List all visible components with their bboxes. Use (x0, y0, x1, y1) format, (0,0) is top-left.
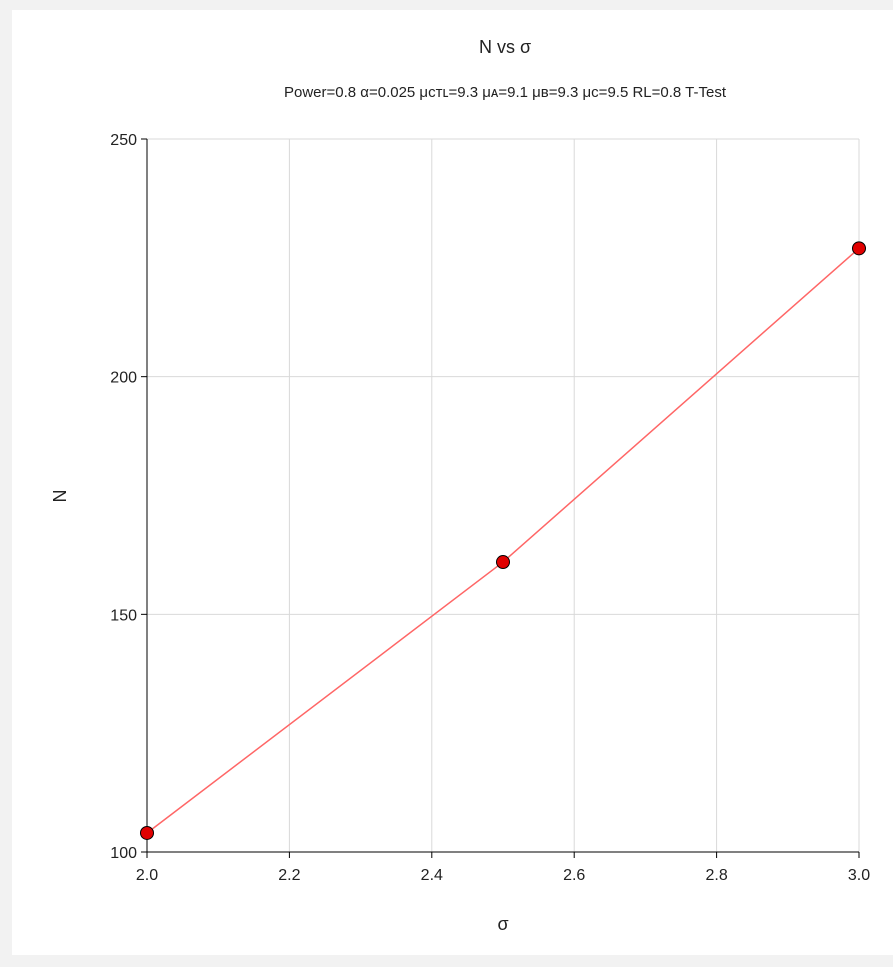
x-tick-label: 2.4 (421, 867, 443, 884)
series-layer (140, 241, 866, 840)
chart-title: N vs σ (479, 37, 531, 57)
y-axis-label: N (50, 490, 70, 503)
x-tick-label: 2.8 (705, 867, 727, 884)
y-tick-label: 150 (110, 607, 137, 624)
tick-labels: 2.0 2.2 2.4 2.6 2.8 3.0 100 150 200 250 (110, 132, 870, 884)
x-axis-label: σ (497, 914, 508, 934)
chart-subtitle: Power=0.8 α=0.025 μᴄᴛʟ=9.3 μᴀ=9.1 μʙ=9.3… (284, 84, 727, 101)
y-tick-label: 200 (110, 370, 137, 387)
data-point (852, 241, 866, 256)
axis-layer (141, 138, 860, 858)
chart-svg: N vs σ Power=0.8 α=0.025 μᴄᴛʟ=9.3 μᴀ=9.1… (50, 37, 870, 934)
data-point (496, 555, 510, 570)
x-tick-label: 3.0 (848, 867, 870, 884)
x-tick-label: 2.2 (278, 867, 300, 884)
chart-card: N vs σ Power=0.8 α=0.025 μᴄᴛʟ=9.3 μᴀ=9.1… (12, 10, 893, 955)
y-tick-label: 100 (110, 845, 137, 862)
y-tick-label: 250 (110, 132, 137, 149)
grid-layer (147, 138, 860, 852)
x-tick-label: 2.6 (563, 867, 585, 884)
series-line (146, 247, 860, 834)
data-point (140, 825, 154, 840)
x-tick-label: 2.0 (136, 867, 158, 884)
